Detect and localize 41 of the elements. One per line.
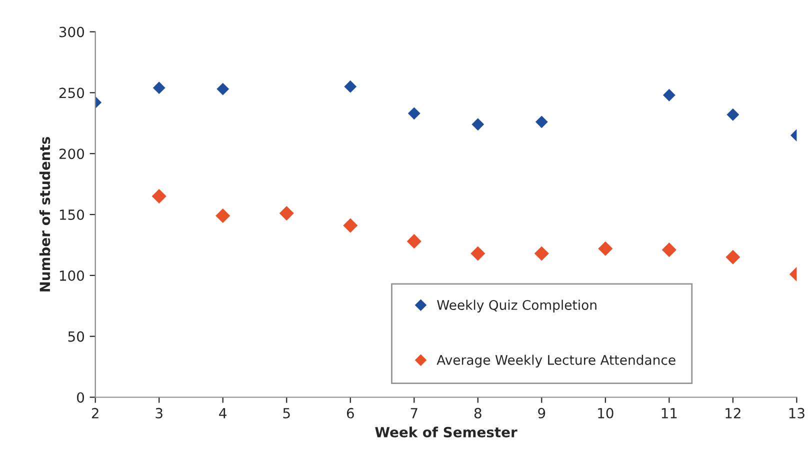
x-tick-label: 2 [92, 408, 98, 418]
point [216, 208, 230, 224]
legend-label: Average Weekly Lecture Attendance [436, 354, 676, 368]
point [152, 188, 166, 204]
y-tick-label: 0 [77, 392, 84, 403]
point [408, 107, 420, 120]
point [726, 108, 740, 121]
x-tick-label: 3 [156, 408, 162, 418]
y-tick-label: 50 [68, 331, 84, 342]
y-tick-label: 150 [60, 209, 84, 220]
legend-label: Weekly Quiz Completion [437, 300, 596, 313]
point [470, 246, 486, 261]
point [279, 206, 294, 221]
point [535, 116, 548, 128]
x-tick-label: 12 [726, 408, 740, 418]
point [662, 242, 676, 258]
x-tick-label: 5 [283, 408, 290, 418]
point [343, 218, 358, 233]
y-tick-label: 200 [59, 148, 84, 160]
x-tick-label: 10 [598, 408, 614, 418]
point [726, 250, 740, 264]
point [216, 82, 230, 96]
y-tick-label: 250 [59, 88, 84, 98]
x-tick-label: 13 [789, 408, 804, 418]
point [534, 246, 549, 261]
point [406, 234, 422, 249]
x-tick-label: 4 [219, 408, 226, 418]
point [598, 241, 613, 256]
x-tick-label: 8 [474, 408, 482, 418]
y-axis-title: Number of students [39, 136, 50, 292]
x-tick-label: 11 [662, 408, 677, 418]
x-axis-title: Week of Semester [375, 426, 518, 438]
y-tick-label: 300 [59, 26, 84, 38]
y-tick-label: 100 [60, 270, 84, 281]
point [472, 118, 484, 131]
x-tick-label: 9 [538, 408, 546, 418]
x-tick-label: 6 [346, 408, 354, 418]
point [152, 82, 166, 94]
x-tick-label: 7 [410, 408, 418, 418]
point [344, 80, 357, 93]
point [662, 88, 676, 102]
